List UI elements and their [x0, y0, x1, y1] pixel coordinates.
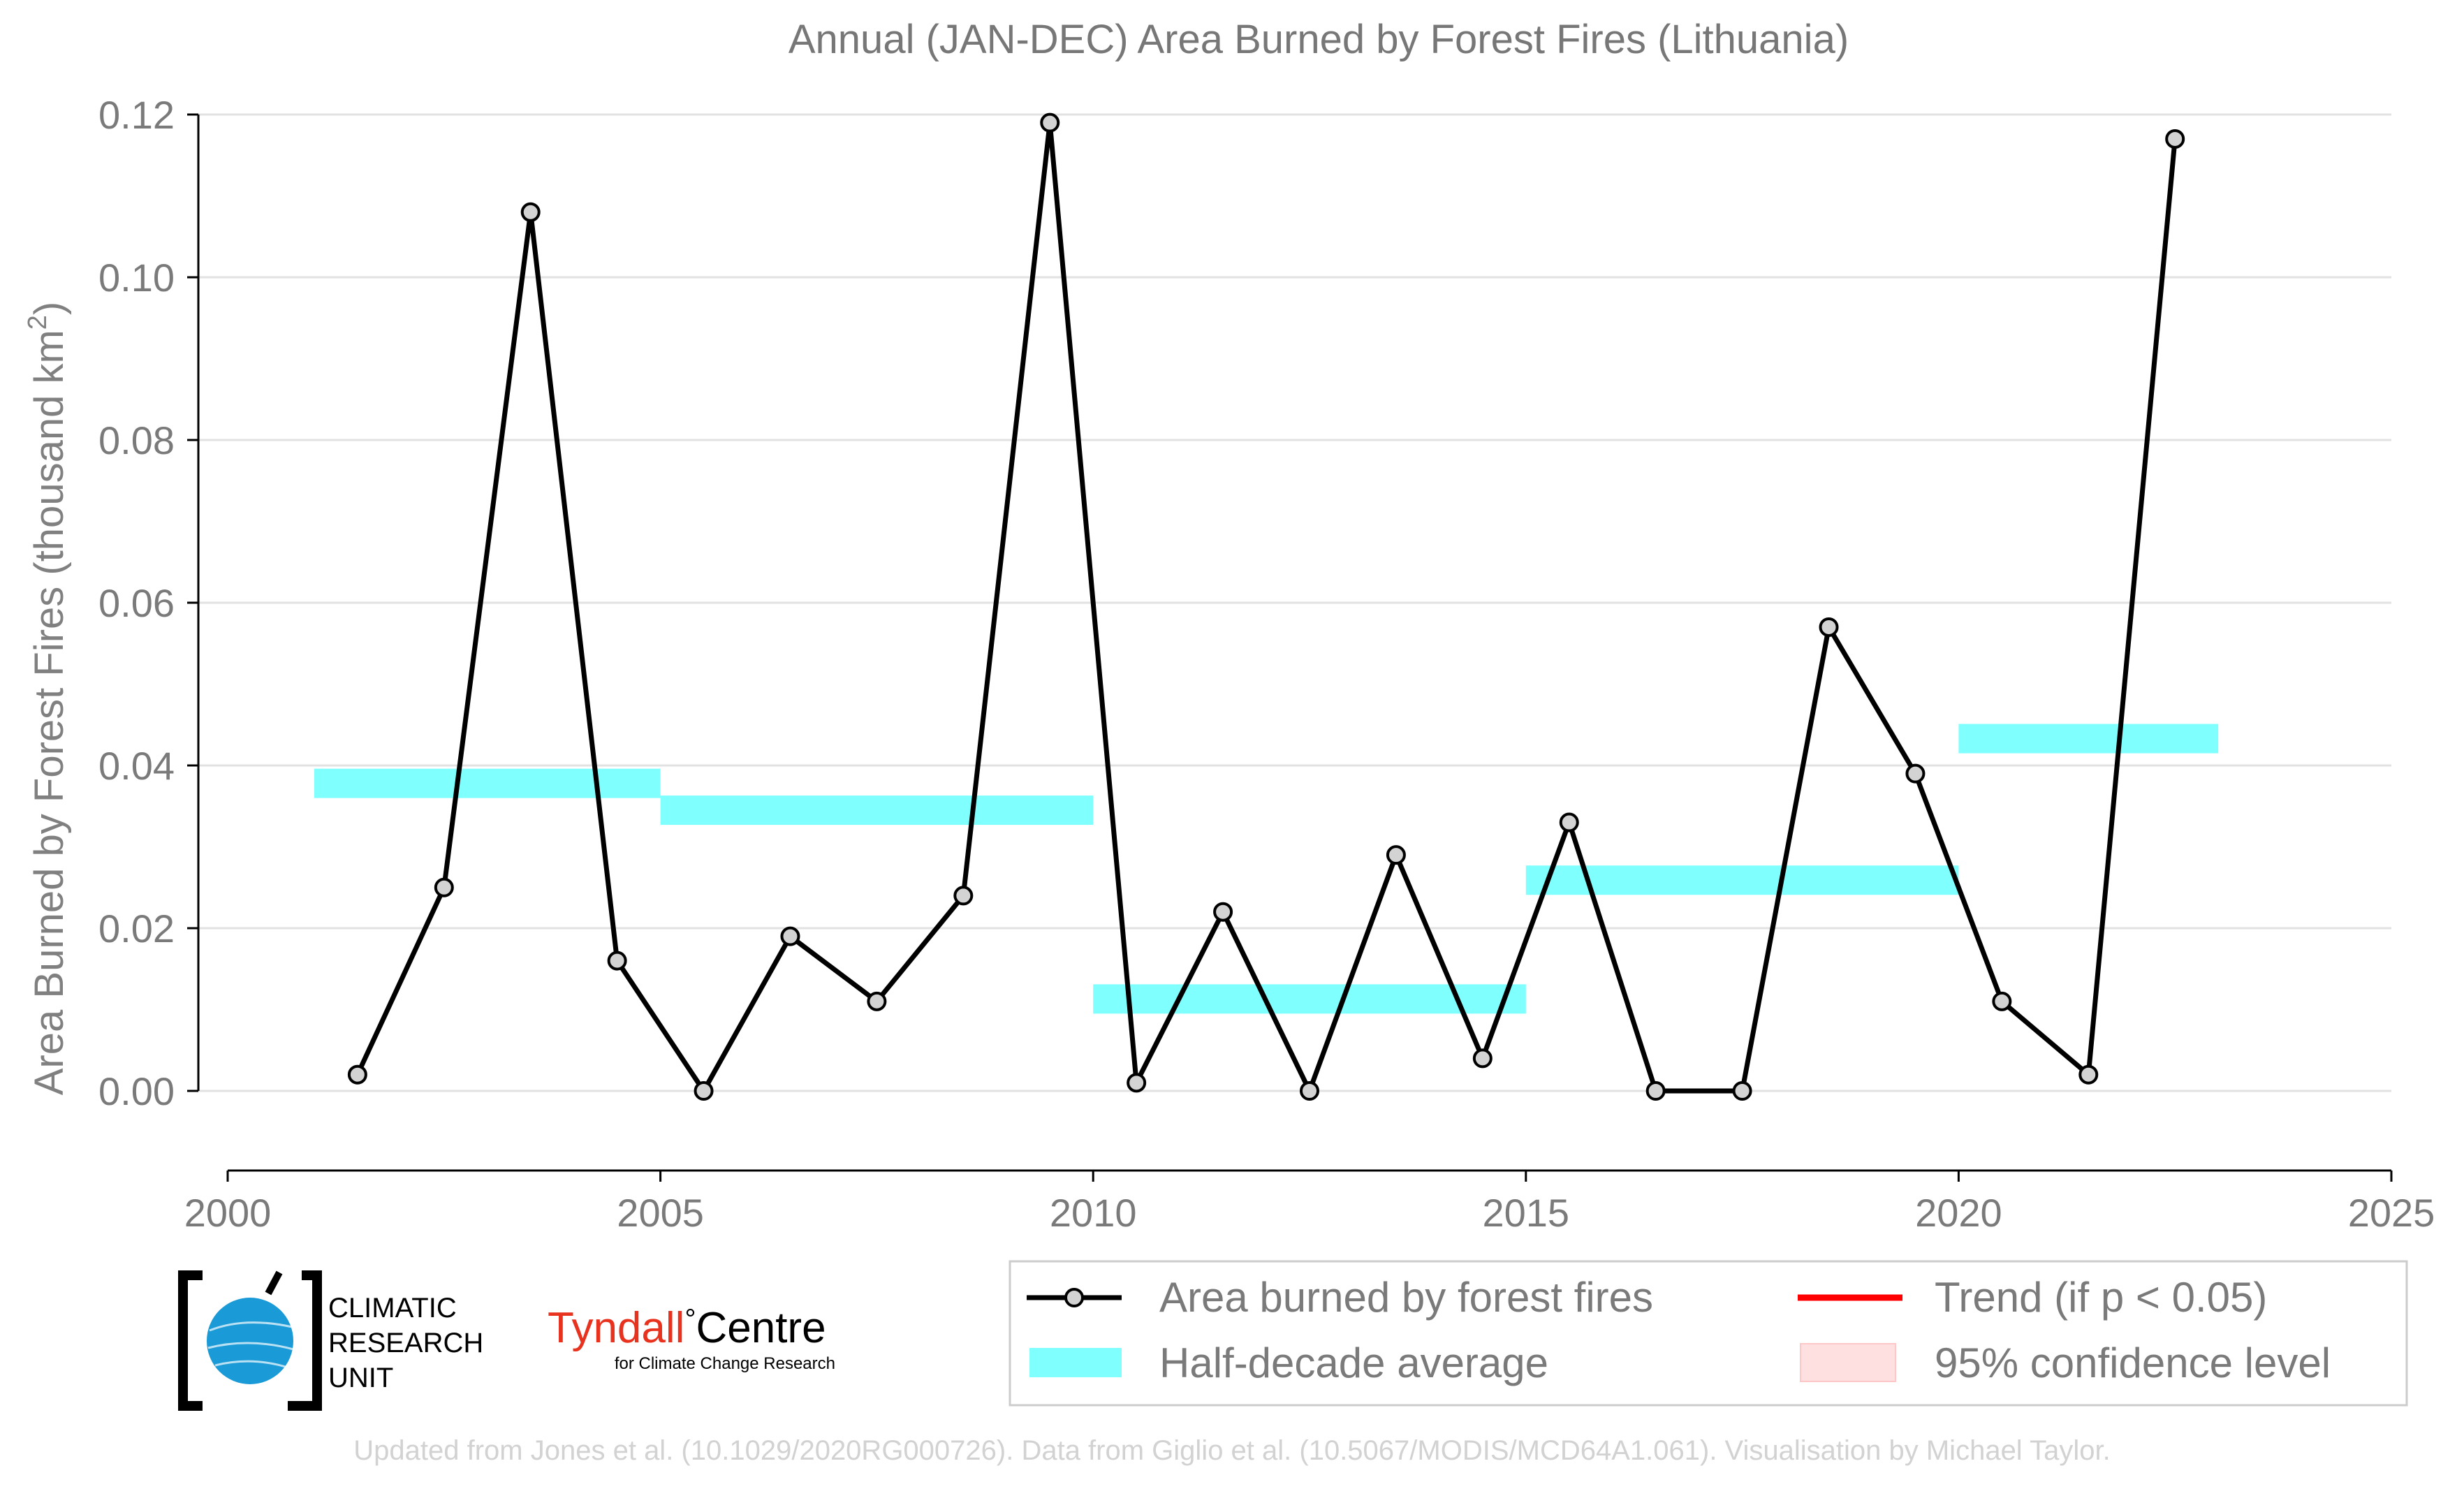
legend-swatch-area-burned-marker: [1064, 1288, 1084, 1307]
data-point: [1905, 763, 1926, 784]
y-axis-label: Area Burned by Forest Fires (thousand km…: [23, 302, 72, 1096]
y-axis-label-main: Area Burned by Forest Fires (thousand km: [27, 330, 72, 1095]
half-decade-average-bands: [314, 724, 2219, 1014]
data-point: [2165, 129, 2185, 149]
data-point: [1213, 902, 1233, 922]
series-line: [355, 120, 2178, 1094]
half-decade-band: [660, 795, 1094, 826]
grid-lines: [198, 113, 2391, 1092]
tick-labels: 0.00 0.02 0.04 0.06 0.08 0.10 0.12 2000 2005 2010…: [98, 93, 2435, 1235]
legend-swatch-confidence: [1800, 1343, 1896, 1382]
footer-credits: Updated from Jones et al. (10.1029/2020R…: [353, 1435, 2110, 1466]
cru-logo: CLIMATIC RESEARCH UNIT: [178, 1270, 483, 1411]
data-point: [347, 1064, 367, 1085]
cru-logo-bracket-right: [288, 1270, 322, 1411]
cru-logo-notch: [265, 1270, 283, 1296]
y-tick-label: 0.12: [98, 93, 175, 137]
cru-logo-line-2: RESEARCH: [328, 1328, 483, 1358]
x-tick-label: 2000: [184, 1191, 272, 1235]
data-point: [1732, 1081, 1752, 1101]
data-point: [867, 991, 887, 1011]
data-point: [1127, 1073, 1147, 1093]
legend-box: [1009, 1260, 2408, 1407]
cru-logo-line-3: UNIT: [328, 1363, 393, 1393]
tyndall-logo-subtitle: for Climate Change Research: [615, 1354, 835, 1373]
x-tick-label: 2025: [2348, 1191, 2435, 1235]
x-tick-label: 2010: [1050, 1191, 1137, 1235]
data-point: [520, 202, 541, 222]
tyndall-logo-title: Tyndall°Centre: [548, 1304, 826, 1352]
data-point: [607, 951, 627, 971]
legend-label-area-burned: Area burned by forest fires: [1159, 1274, 1653, 1321]
cru-logo-line-1: CLIMATIC: [328, 1293, 457, 1323]
data-point: [1300, 1081, 1319, 1101]
y-tick-label: 0.00: [98, 1069, 175, 1113]
legend-label-confidence: 95% confidence level: [1935, 1340, 2331, 1386]
cru-logo-bracket-left: [178, 1270, 203, 1411]
y-axis-label-superscript: 2: [23, 315, 52, 330]
tyndall-logo-main: Tyndall: [548, 1304, 684, 1352]
globe-icon: [207, 1298, 293, 1384]
half-decade-band: [314, 768, 661, 798]
tyndall-logo-centre: Centre: [696, 1304, 826, 1352]
data-point: [1819, 617, 1839, 637]
data-point: [953, 886, 974, 906]
data-point: [1386, 845, 1406, 865]
axes: [187, 113, 2393, 1182]
data-point: [780, 926, 800, 946]
y-tick-label: 0.02: [98, 907, 175, 951]
data-point: [1992, 991, 2012, 1011]
y-tick-label: 0.04: [98, 744, 175, 788]
legend-label-trend: Trend (if p < 0.05): [1935, 1274, 2267, 1321]
y-tick-label: 0.10: [98, 256, 175, 300]
data-point: [2078, 1064, 2099, 1085]
data-point: [1559, 812, 1579, 832]
legend-swatch-half-decade: [1029, 1348, 1122, 1377]
tyndall-logo-degree: °: [684, 1304, 696, 1335]
y-tick-label: 0.08: [98, 418, 175, 462]
x-tick-label: 2005: [617, 1191, 704, 1235]
data-point: [1472, 1048, 1493, 1069]
data-point: [694, 1081, 714, 1101]
legend: Area burned by forest fires Trend (if p …: [1009, 1260, 2408, 1407]
y-tick-label: 0.06: [98, 581, 175, 625]
half-decade-band: [1525, 865, 1959, 895]
legend-label-half-decade: Half-decade average: [1159, 1340, 1548, 1386]
tyndall-logo: Tyndall°Centre for Climate Change Resear…: [548, 1304, 835, 1373]
half-decade-band: [1958, 724, 2219, 754]
x-tick-label: 2020: [1915, 1191, 2002, 1235]
y-axis-label-end: ): [27, 302, 72, 315]
area-burned-series: [347, 112, 2185, 1101]
data-point: [1040, 112, 1060, 133]
data-point: [1645, 1081, 1666, 1101]
chart-title: Annual (JAN-DEC) Area Burned by Forest F…: [789, 17, 1849, 62]
x-tick-label: 2015: [1483, 1191, 1570, 1235]
globe-icon-lines: [207, 1321, 294, 1369]
data-point: [434, 877, 454, 897]
